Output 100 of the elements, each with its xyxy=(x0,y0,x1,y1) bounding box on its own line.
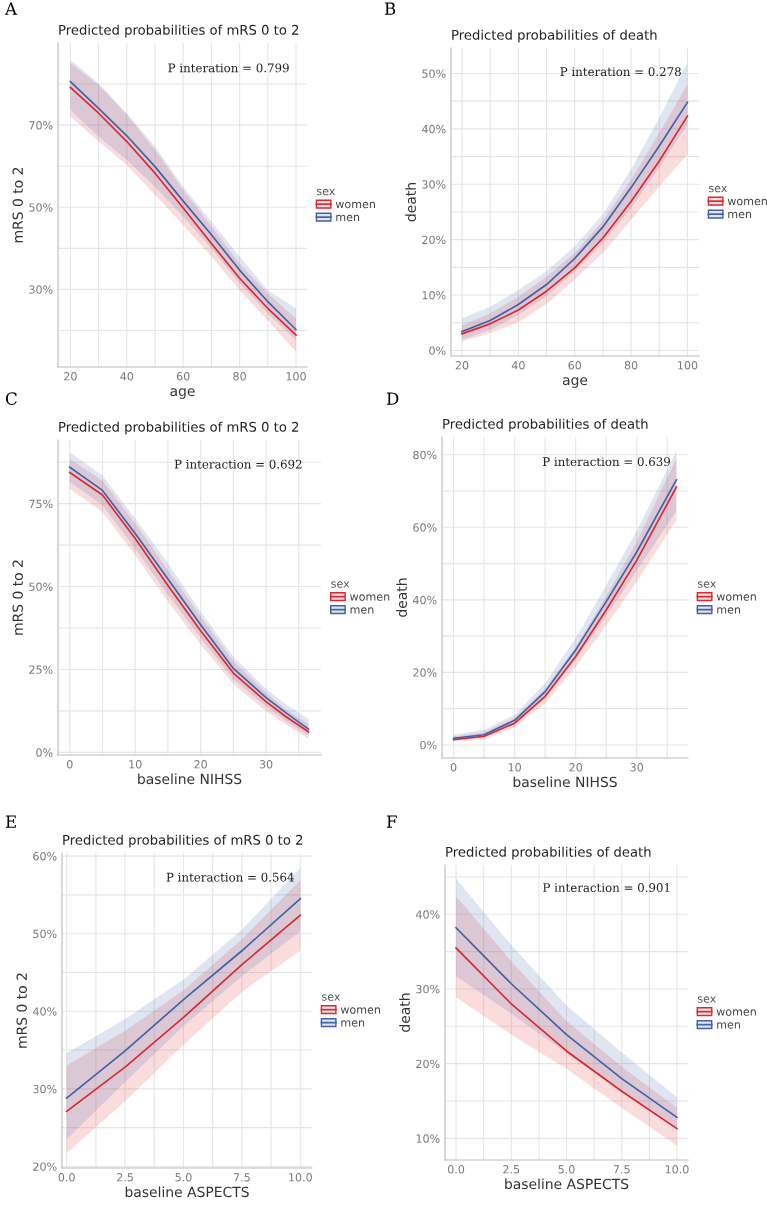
x-tick-label: 2.5 xyxy=(117,1173,133,1182)
x-tick-label: 40 xyxy=(120,372,134,381)
chart-title: Predicted probabilities of death xyxy=(452,29,657,43)
x-tick-label: 5.0 xyxy=(558,1165,575,1174)
y-tick-label: 0% xyxy=(36,748,53,757)
legend-label: women xyxy=(340,1007,380,1014)
y-tick-label: 70% xyxy=(29,121,53,130)
x-tick-label: 30 xyxy=(259,760,273,769)
legend-label: men xyxy=(717,607,741,614)
legend-label: men xyxy=(336,214,360,222)
x-tick-label: 0 xyxy=(66,760,73,769)
y-tick-label: 20% xyxy=(422,235,446,245)
y-tick-label: 40% xyxy=(32,1007,57,1016)
text: B xyxy=(384,2,396,15)
x-tick-label: 40 xyxy=(511,361,525,370)
x-tick-label: 20 xyxy=(64,372,77,381)
y-tick-label: 50% xyxy=(29,203,53,212)
y-tick-label: 0% xyxy=(420,740,437,750)
x-tick-label: 7.5 xyxy=(613,1165,630,1174)
x-tick-label: 10 xyxy=(508,763,521,772)
line-series xyxy=(455,926,678,1119)
legend-title: sex xyxy=(322,994,341,1001)
chart-title: Predicted probabilities of mRS 0 to 2 xyxy=(59,421,299,435)
x-tick-label: 10.0 xyxy=(289,1173,312,1182)
legend-label: women xyxy=(335,201,375,209)
legend-label: men xyxy=(341,1020,365,1027)
x-tick-label: 20 xyxy=(455,361,469,370)
y-tick-label: 25% xyxy=(29,665,53,674)
x-tick-label: 10 xyxy=(129,760,142,769)
legend-label: women xyxy=(727,198,767,206)
legend-label: women xyxy=(716,594,756,601)
y-axis-title: mRS 0 to 2 xyxy=(12,167,23,243)
x-tick-label: 20 xyxy=(569,763,583,772)
y-tick-label: 20% xyxy=(413,668,437,677)
x-axis-title: baseline NIHSS xyxy=(513,776,617,788)
y-tick-label: 40% xyxy=(415,910,440,919)
annotation: P interaction = 0.692 xyxy=(174,459,302,469)
y-axis-title: death xyxy=(396,578,407,617)
x-axis-title: age xyxy=(170,388,195,399)
line-series xyxy=(455,947,678,1130)
annotation: P interation = 0.799 xyxy=(168,63,289,73)
x-tick-label: 0 xyxy=(450,763,457,772)
text: D xyxy=(386,392,399,405)
x-tick-label: 20 xyxy=(194,760,207,769)
legend-title: sex xyxy=(317,188,336,196)
y-tick-label: 20% xyxy=(33,1162,57,1171)
y-axis-title: mRS 0 to 2 xyxy=(12,560,23,635)
annotation: P interaction = 0.564 xyxy=(166,872,294,882)
y-tick-label: 0% xyxy=(429,346,446,355)
x-axis-title: baseline ASPECTS xyxy=(505,1178,629,1190)
x-tick-label: 60 xyxy=(176,372,190,381)
x-tick-label: 10.0 xyxy=(665,1165,689,1174)
legend-title: sex xyxy=(697,581,717,588)
legend-label: women xyxy=(350,594,390,601)
x-axis-title: baseline ASPECTS xyxy=(125,1186,249,1198)
y-tick-label: 40% xyxy=(421,124,446,134)
x-tick-label: 0.0 xyxy=(58,1173,75,1182)
x-axis-title: age xyxy=(562,377,588,388)
y-tick-label: 60% xyxy=(33,852,57,861)
legend-label: men xyxy=(350,607,374,614)
x-tick-label: 30 xyxy=(630,763,644,772)
x-tick-label: 7.5 xyxy=(233,1173,250,1182)
x-tick-label: 5.0 xyxy=(175,1173,192,1182)
text: E xyxy=(5,815,16,828)
annotation: P interaction = 0.639 xyxy=(542,457,670,467)
x-tick-label: 100 xyxy=(286,372,306,381)
y-axis-title: death xyxy=(405,183,416,222)
legend-label: men xyxy=(728,211,752,219)
y-tick-label: 50% xyxy=(33,929,57,939)
legend-label: women xyxy=(716,1009,756,1016)
y-tick-label: 30% xyxy=(416,984,440,994)
legend-title: sex xyxy=(697,996,716,1003)
annotation: P interation = 0.278 xyxy=(560,67,681,77)
legend-title: sex xyxy=(709,185,728,193)
y-axis-title: mRS 0 to 2 xyxy=(16,973,27,1048)
y-tick-label: 10% xyxy=(416,1134,440,1143)
annotation: P interaction = 0.901 xyxy=(543,883,670,893)
x-tick-label: 80 xyxy=(624,361,638,370)
chart-title: Predicted probabilities of mRS 0 to 2 xyxy=(63,834,303,848)
chart-title: Predicted probabilities of death xyxy=(446,846,651,860)
y-tick-label: 50% xyxy=(422,69,446,78)
chart-title: Predicted probabilities of death xyxy=(443,418,648,432)
y-tick-label: 60% xyxy=(413,523,437,532)
x-tick-label: 60 xyxy=(568,361,582,370)
y-tick-label: 30% xyxy=(33,1084,57,1094)
y-tick-label: 30% xyxy=(29,285,53,294)
y-tick-label: 30% xyxy=(422,180,446,189)
legend-title: sex xyxy=(331,581,350,588)
y-tick-label: 50% xyxy=(29,582,53,591)
text: F xyxy=(386,815,397,828)
y-tick-label: 80% xyxy=(413,450,437,460)
x-tick-label: 100 xyxy=(678,361,698,370)
y-tick-label: 10% xyxy=(422,291,446,300)
y-tick-label: 75% xyxy=(29,499,53,509)
x-axis-title: baseline NIHSS xyxy=(138,773,242,785)
x-tick-label: 80 xyxy=(233,372,246,381)
x-tick-label: 2.5 xyxy=(503,1165,520,1174)
y-tick-label: 40% xyxy=(412,595,437,605)
y-tick-label: 20% xyxy=(416,1059,440,1069)
x-tick-label: 0.0 xyxy=(447,1165,465,1174)
